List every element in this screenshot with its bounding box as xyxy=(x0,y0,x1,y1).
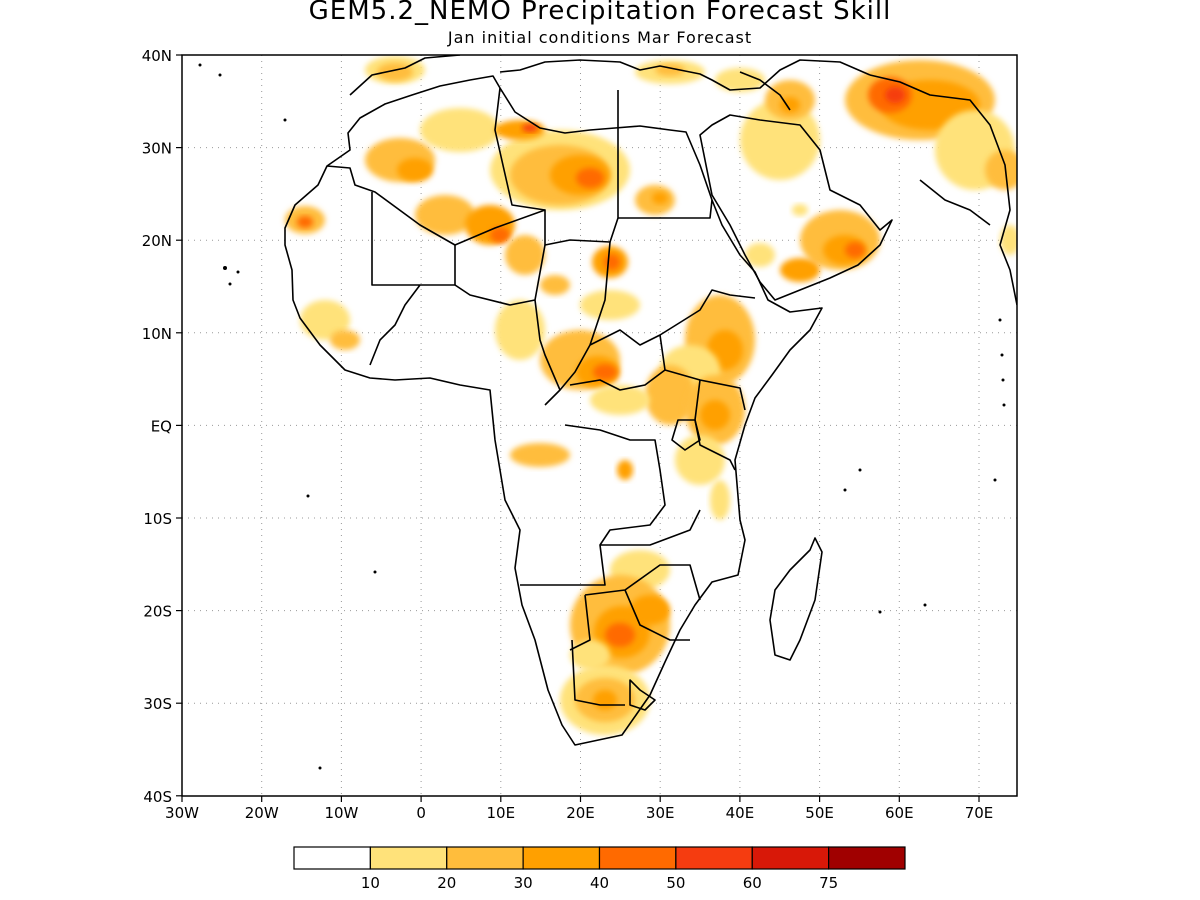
map-subtitle: Jan initial conditions Mar Forecast xyxy=(447,28,753,47)
skill-patch xyxy=(590,385,650,415)
skill-patch xyxy=(397,158,433,182)
colorbar: 10 20 30 40 50 60 75 xyxy=(293,846,906,892)
lon-tick-label: 10W xyxy=(324,804,358,822)
coastlines xyxy=(284,55,1017,746)
lat-tick-label: 40S xyxy=(143,788,172,806)
skill-patch xyxy=(792,204,808,216)
colorbar-tick-label: 50 xyxy=(666,874,685,892)
skill-patch xyxy=(652,192,668,204)
skill-patch xyxy=(715,68,765,92)
skill-patch xyxy=(985,150,1017,190)
lat-tick-label: 30S xyxy=(143,695,172,713)
skill-patch xyxy=(630,595,670,625)
skill-patch xyxy=(495,300,545,360)
skill-patch xyxy=(780,97,800,113)
skill-patch xyxy=(593,364,617,380)
lon-tick-label: 0 xyxy=(416,804,426,822)
colorbar-swatch xyxy=(598,846,677,870)
skill-patch xyxy=(297,216,313,228)
skill-patch xyxy=(420,108,500,152)
lat-tick-label: 20N xyxy=(142,232,172,250)
lon-tick-label: 50E xyxy=(805,804,834,822)
skill-patch xyxy=(593,690,617,710)
lon-tick-label: 20E xyxy=(566,804,595,822)
map-title: GEM5.2_NEMO Precipitation Forecast Skill xyxy=(308,0,892,26)
skill-patch xyxy=(605,623,635,647)
lon-tick-label: 30W xyxy=(165,804,199,822)
skill-patch xyxy=(845,242,865,258)
lat-tick-label: 10N xyxy=(142,325,172,343)
skill-patch xyxy=(490,227,510,243)
skill-patch xyxy=(576,168,604,188)
colorbar-swatch xyxy=(522,846,601,870)
skill-patch xyxy=(522,124,538,132)
skill-patch xyxy=(710,480,730,520)
skill-shading xyxy=(285,56,1017,735)
colorbar-tick-label: 60 xyxy=(743,874,762,892)
colorbar-swatch xyxy=(751,846,830,870)
lon-tick-label: 60E xyxy=(885,804,914,822)
skill-patch xyxy=(604,254,620,270)
skill-patch xyxy=(415,195,475,235)
lat-tick-label: 40N xyxy=(142,47,172,65)
skill-patch xyxy=(540,275,570,295)
lat-tick-label: EQ xyxy=(151,417,172,435)
colorbar-tick-label: 75 xyxy=(819,874,838,892)
latitude-labels: 40N 30N 20N 10N EQ 10S 20S 30S 40S xyxy=(142,47,172,806)
skill-patch xyxy=(570,640,610,670)
colorbar-swatch xyxy=(828,846,906,870)
colorbar-swatch xyxy=(446,846,524,870)
lon-tick-label: 40E xyxy=(726,804,755,822)
lon-tick-label: 10E xyxy=(487,804,516,822)
colorbar-tick-label: 20 xyxy=(437,874,456,892)
skill-patch xyxy=(505,235,545,275)
colorbar-tick-label: 10 xyxy=(361,874,380,892)
island-markers xyxy=(198,63,1006,770)
colorbar-swatch xyxy=(675,846,753,870)
colorbar-tick-label: 30 xyxy=(514,874,533,892)
skill-patch xyxy=(330,330,360,350)
longitude-labels: 30W 20W 10W 0 10E 20E 30E 40E 50E 60E 70E xyxy=(165,804,993,822)
skill-patch xyxy=(645,365,695,425)
skill-patch xyxy=(300,300,350,340)
skill-patch xyxy=(510,443,570,467)
lon-tick-label: 70E xyxy=(965,804,994,822)
plot-frame xyxy=(181,54,1018,797)
colorbar-swatch xyxy=(293,846,371,870)
colorbar-tick-label: 40 xyxy=(590,874,609,892)
lat-tick-label: 30N xyxy=(142,140,172,158)
skill-patch xyxy=(745,243,775,267)
skill-patch xyxy=(700,400,730,430)
colorbar-swatch xyxy=(369,846,448,870)
gridlines xyxy=(176,54,1017,802)
skill-patch xyxy=(495,120,545,140)
skill-patch xyxy=(617,460,633,480)
lat-tick-label: 10S xyxy=(143,510,172,528)
lon-tick-label: 30E xyxy=(646,804,675,822)
skill-patch xyxy=(885,87,905,103)
lat-tick-label: 20S xyxy=(143,603,172,621)
skill-patch xyxy=(780,258,820,282)
lon-tick-label: 20W xyxy=(245,804,279,822)
skill-patch xyxy=(580,290,640,320)
